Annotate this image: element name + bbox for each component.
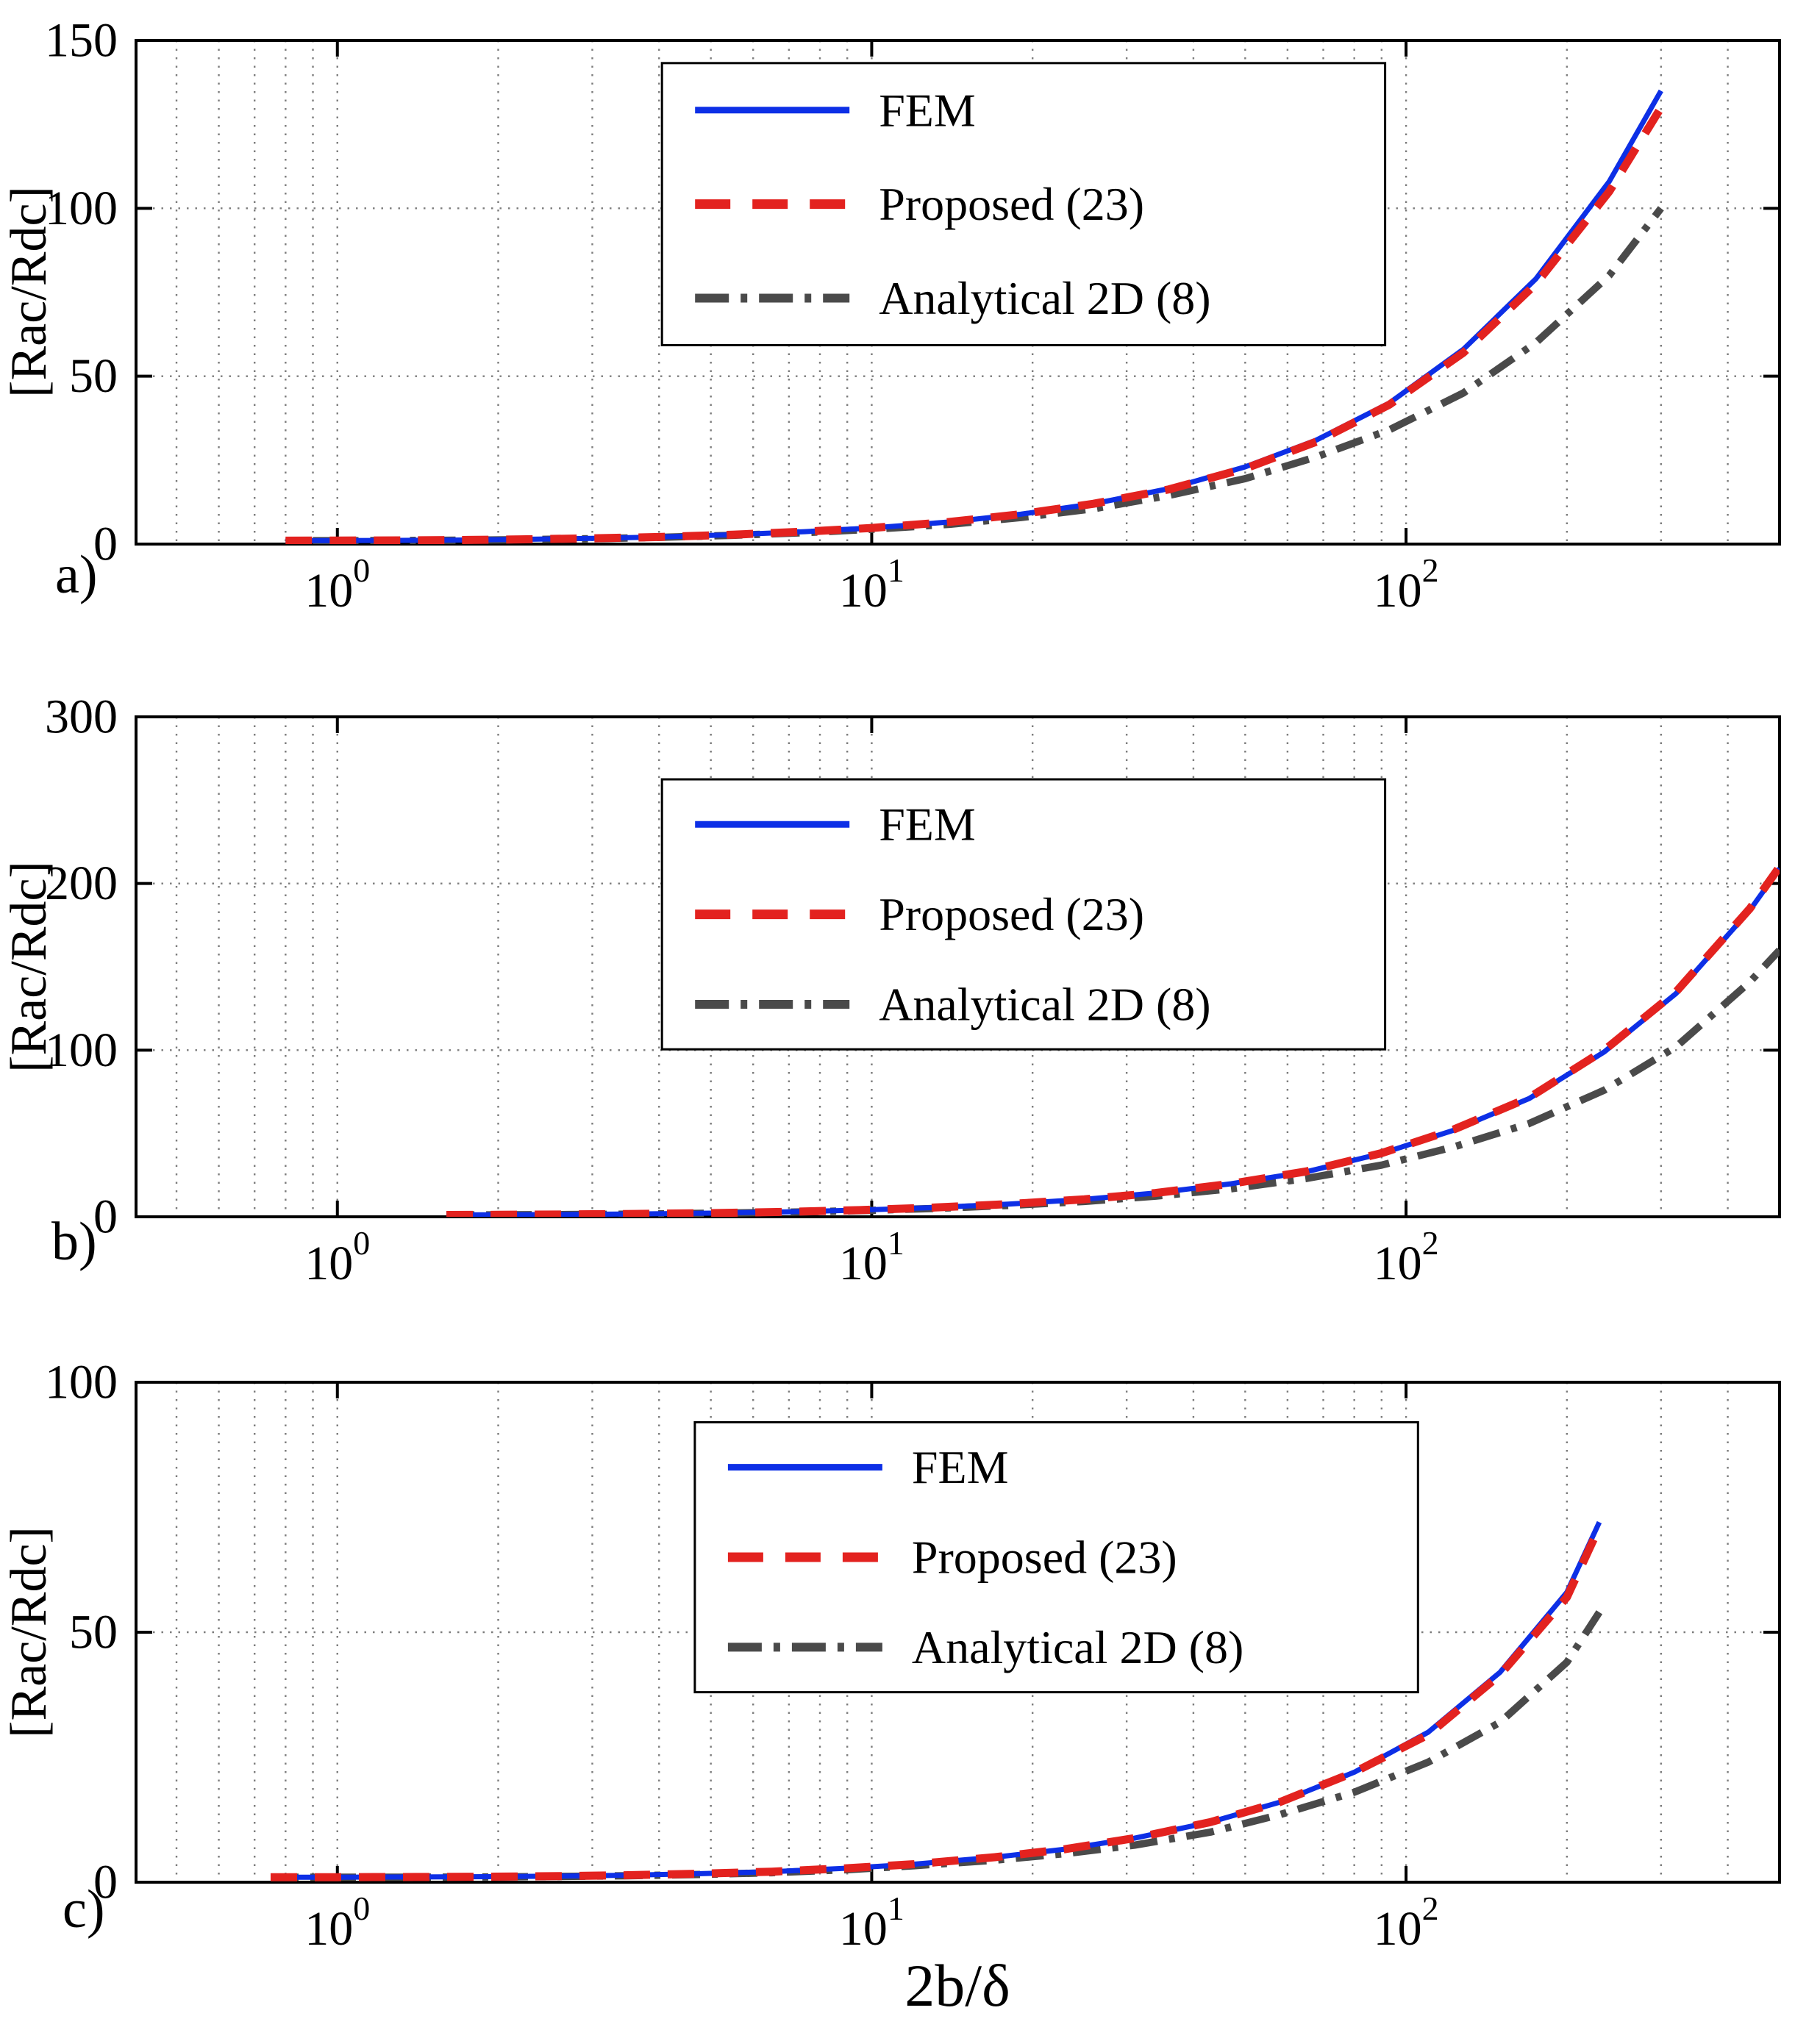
svg-text:300: 300 [45, 690, 118, 744]
svg-text:102: 102 [1374, 1224, 1439, 1290]
legend-label: Proposed (23) [879, 178, 1144, 230]
y-axis-label-a: [Rac/Rdc] [1, 186, 57, 398]
y-axis-label-b: [Rac/Rdc] [1, 861, 57, 1073]
svg-text:100: 100 [45, 1356, 118, 1409]
svg-text:0: 0 [93, 1856, 118, 1909]
chart-b: [Rac/Rdc] 100 101 102 0 100 200 300 FEM Proposed… [1, 690, 1781, 1290]
svg-text:102: 102 [1374, 1890, 1439, 1956]
svg-text:101: 101 [839, 1890, 904, 1956]
svg-text:100: 100 [304, 551, 370, 618]
legend-label: Proposed (23) [912, 1531, 1177, 1584]
legend-label: Proposed (23) [879, 888, 1144, 940]
svg-text:0: 0 [93, 518, 118, 571]
svg-text:100: 100 [45, 1023, 118, 1077]
chart-a: [Rac/Rdc] 100 101 102 0 50 100 150 FEM Proposed … [1, 14, 1781, 618]
legend: FEM Proposed (23) Analytical 2D (8) [660, 62, 1387, 346]
panel-label-b: b) [51, 1212, 97, 1272]
svg-text:101: 101 [839, 1224, 904, 1290]
svg-text:101: 101 [839, 551, 904, 618]
legend-label: Analytical 2D (8) [912, 1621, 1243, 1673]
svg-text:0: 0 [93, 1190, 118, 1244]
svg-text:102: 102 [1374, 551, 1439, 618]
legend: FEM Proposed (23) Analytical 2D (8) [660, 778, 1387, 1051]
y-axis-label-c: [Rac/Rdc] [1, 1526, 57, 1738]
svg-text:50: 50 [69, 1606, 118, 1659]
panel-label-a: a) [55, 545, 98, 605]
svg-text:100: 100 [304, 1224, 370, 1290]
svg-text:150: 150 [45, 14, 118, 68]
legend-label: FEM [912, 1441, 1009, 1493]
legend-label: Analytical 2D (8) [879, 979, 1210, 1031]
legend: FEM Proposed (23) Analytical 2D (8) [693, 1420, 1419, 1694]
legend-label: FEM [879, 84, 976, 136]
svg-text:100: 100 [45, 182, 118, 235]
svg-text:200: 200 [45, 857, 118, 910]
legend-label: FEM [879, 798, 976, 851]
chart-c: [Rac/Rdc] 100 101 102 0 50 100 FEM Proposed (23… [1, 1356, 1781, 1956]
panel-label-c: c) [63, 1879, 105, 1940]
legend-label: Analytical 2D (8) [879, 272, 1210, 324]
svg-text:100: 100 [304, 1890, 370, 1956]
x-axis-label: 2b/δ [904, 1952, 1010, 2019]
svg-text:50: 50 [69, 349, 118, 403]
